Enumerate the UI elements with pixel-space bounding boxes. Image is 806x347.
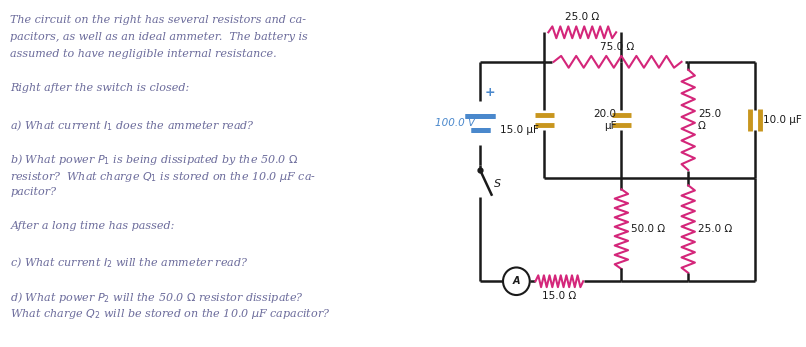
Text: $S$: $S$	[493, 177, 502, 189]
Text: 25.0 Ω: 25.0 Ω	[565, 12, 600, 23]
Text: 75.0 Ω: 75.0 Ω	[600, 42, 634, 52]
Text: Right after the switch is closed:: Right after the switch is closed:	[10, 84, 189, 93]
Text: After a long time has passed:: After a long time has passed:	[10, 221, 175, 231]
Text: 15.0 μF: 15.0 μF	[501, 125, 539, 135]
Text: c) What current $I_2$ will the ammeter read?: c) What current $I_2$ will the ammeter r…	[10, 256, 249, 270]
Text: 25.0 Ω: 25.0 Ω	[698, 224, 732, 234]
Text: 100.0 V: 100.0 V	[435, 118, 476, 128]
Text: a) What current $I_1$ does the ammeter read?: a) What current $I_1$ does the ammeter r…	[10, 118, 256, 133]
Text: What charge $Q_2$ will be stored on the 10.0 $\mu$F capacitor?: What charge $Q_2$ will be stored on the …	[10, 307, 331, 321]
Text: assumed to have negligible internal resistance.: assumed to have negligible internal resi…	[10, 49, 277, 59]
Text: 15.0 Ω: 15.0 Ω	[542, 291, 576, 301]
Text: pacitor?: pacitor?	[10, 187, 56, 197]
Text: A: A	[513, 276, 520, 286]
Text: +: +	[485, 86, 496, 99]
Text: resistor?  What charge $Q_1$ is stored on the 10.0 $\mu$F ca-: resistor? What charge $Q_1$ is stored on…	[10, 170, 317, 184]
Text: 20.0
μF: 20.0 μF	[593, 109, 617, 131]
Text: d) What power $P_2$ will the 50.0 $\Omega$ resistor dissipate?: d) What power $P_2$ will the 50.0 $\Omeg…	[10, 290, 304, 305]
Text: 25.0
Ω: 25.0 Ω	[698, 109, 721, 131]
Text: 50.0 Ω: 50.0 Ω	[631, 224, 665, 234]
Text: b) What power $P_1$ is being dissipated by the 50.0 $\Omega$: b) What power $P_1$ is being dissipated …	[10, 152, 299, 167]
Text: The circuit on the right has several resistors and ca-: The circuit on the right has several res…	[10, 15, 306, 25]
Text: pacitors, as well as an ideal ammeter.  The battery is: pacitors, as well as an ideal ammeter. T…	[10, 32, 308, 42]
Text: 10.0 μF: 10.0 μF	[762, 115, 801, 125]
